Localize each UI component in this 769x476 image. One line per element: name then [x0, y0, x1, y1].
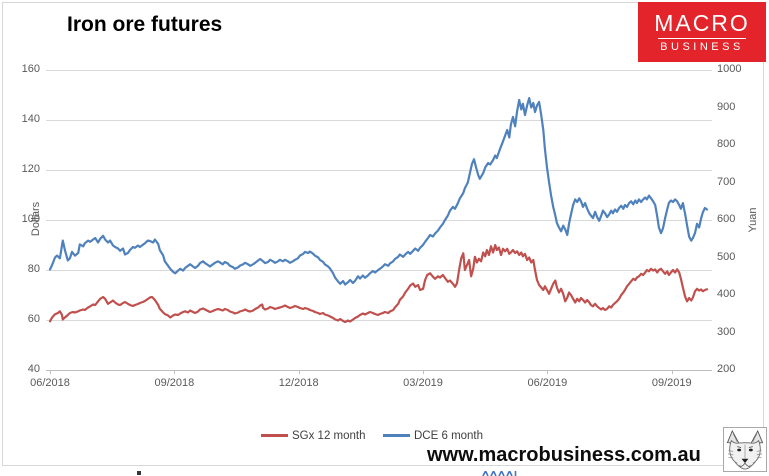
wolf-logo [723, 427, 767, 472]
website-url: www.macrobusiness.com.au [427, 444, 701, 466]
legend-item-sgx: SGx 12 month [261, 429, 366, 442]
legend-dash-red [261, 434, 288, 437]
legend-label-dce: DCE 6 month [414, 429, 484, 442]
legend-item-dce: DCE 6 month [383, 429, 483, 442]
page-title: Iron ore futures [67, 13, 223, 36]
macrobusiness-logo: MACRO BUSINESS [638, 2, 766, 62]
y-axis-title-yuan: Yuan [747, 207, 759, 233]
legend-label-sgx: SGx 12 month [292, 429, 366, 442]
y-axis-title-dollars: Dollars [30, 201, 42, 237]
cropped-blue-text-artifact [482, 471, 517, 476]
legend-dash-blue [383, 434, 410, 437]
series-line-sgx-12-month [48, 243, 709, 324]
cropped-dark-artifact [137, 471, 141, 475]
series-line-dce-6-month [48, 96, 709, 286]
logo-text-macro: MACRO [654, 9, 750, 36]
chart-frame-border [2, 2, 764, 466]
logo-text-business: BUSINESS [658, 37, 746, 53]
wolf-icon [726, 429, 764, 470]
